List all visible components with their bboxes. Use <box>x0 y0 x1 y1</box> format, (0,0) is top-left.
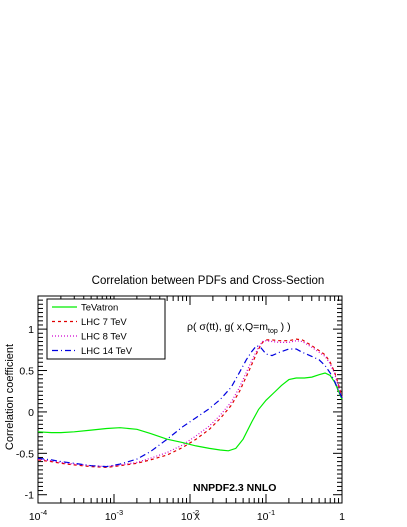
series-line-2 <box>37 338 343 469</box>
x-tick-labels: 10-4 10-3 10-2 10-1 1 <box>29 508 345 523</box>
legend-label: LHC 7 TeV <box>81 317 127 328</box>
y-tick-label: 0.5 <box>19 366 34 378</box>
x-tick-label: 1 <box>339 511 345 523</box>
chart-title: Correlation between PDFs and Cross-Secti… <box>92 275 325 287</box>
legend-label: LHC 14 TeV <box>81 346 133 357</box>
annotation-end: ) ) <box>278 321 291 333</box>
x-axis-label: X <box>194 512 200 522</box>
y-axis-label: Correlation coefficient <box>4 344 16 450</box>
series-line-4 <box>37 344 343 468</box>
y-tick-label: -0.5 <box>16 448 34 460</box>
annotation-subscript: top <box>268 328 278 335</box>
y-tick-label: -1 <box>25 490 34 502</box>
y-tick-labels: -1 -0.5 0 0.5 1 <box>16 324 34 502</box>
x-tick-label: 10-1 <box>257 508 275 523</box>
legend-label: LHC 8 TeV <box>81 332 127 343</box>
x-tick-label: 10-2 <box>181 508 199 523</box>
series-layer <box>37 338 343 469</box>
legend-box <box>46 298 166 360</box>
legend-label: TeVatron <box>81 303 118 314</box>
y-tick-label: 0 <box>28 407 34 419</box>
x-tick-label: 10-3 <box>105 508 123 523</box>
annotation-main: ρ( σ(tt), g( x,Q=m <box>187 321 268 333</box>
x-tick-label: 10-4 <box>29 508 47 523</box>
series-line-1 <box>37 372 343 452</box>
model-label: NNPDF2.3 NNLO <box>193 482 276 494</box>
series-line-3 <box>37 340 343 468</box>
y-tick-label: 1 <box>28 324 34 336</box>
legend: TeVatron LHC 7 TeV LHC 8 TeV LHC 14 TeV <box>46 298 166 360</box>
correlation-annotation: ρ( σ(tt), g( x,Q=mtop ) ) <box>187 321 291 335</box>
